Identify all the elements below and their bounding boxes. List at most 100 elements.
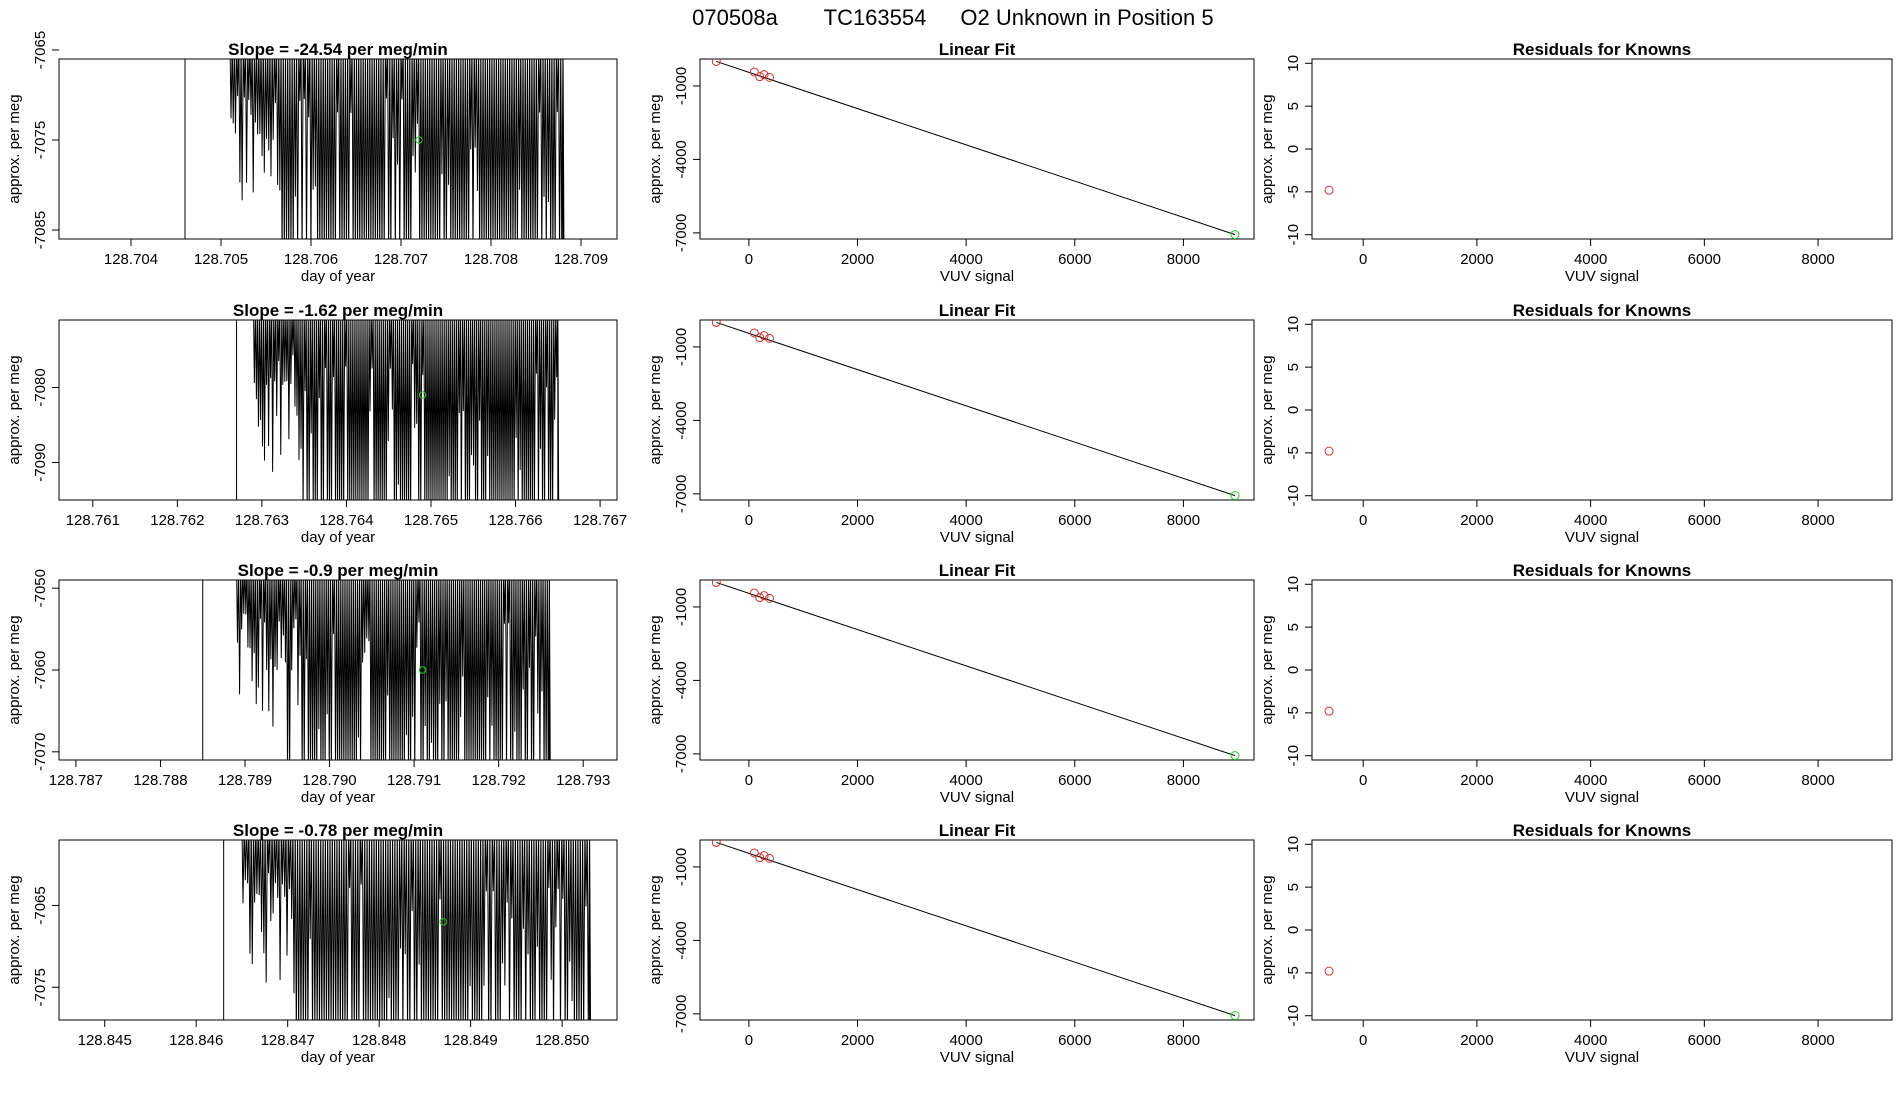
chart-panel-1: Slope = -24.54 per meg/min 128.704 128.705… xyxy=(6,31,618,285)
measurement-trace xyxy=(202,580,551,760)
y-tick-label: -1000 xyxy=(673,588,690,626)
y-axis-label: approx. per meg xyxy=(647,355,664,464)
x-tick-label: 6000 xyxy=(1688,1032,1721,1049)
x-tick-label: 4000 xyxy=(1574,512,1607,529)
unknown-average-point xyxy=(415,136,423,144)
measurement-trace xyxy=(236,320,560,500)
x-tick-label: 0 xyxy=(1359,251,1367,268)
known-point xyxy=(749,848,759,858)
chart-title: Residuals for Knowns xyxy=(1513,301,1692,320)
x-axis-label: day of year xyxy=(301,268,375,285)
y-tick-label: -4000 xyxy=(673,661,690,699)
fit-line xyxy=(716,321,1236,497)
plot-area xyxy=(1324,185,1334,195)
y-tick-label: -4000 xyxy=(673,140,690,178)
known-point xyxy=(711,840,721,847)
known-point xyxy=(755,72,765,82)
chart-panel-5: Linear Fit 0 2000 4000 6000 8000 VUV signal -10… xyxy=(647,301,1255,546)
y-tick-label: -1000 xyxy=(673,848,690,886)
plot-area xyxy=(711,580,1240,760)
x-tick-label: 8000 xyxy=(1167,772,1200,789)
x-tick-label: 2000 xyxy=(1460,251,1493,268)
known-point xyxy=(759,851,769,861)
y-tick-label: 10 xyxy=(1285,576,1302,593)
known-point xyxy=(1324,966,1334,976)
y-tick-label: -7080 xyxy=(32,368,49,406)
y-tick-label: 10 xyxy=(1285,55,1302,72)
y-tick-label: 0 xyxy=(1285,406,1302,414)
chart-title: Linear Fit xyxy=(939,301,1016,320)
x-tick-label: 6000 xyxy=(1688,512,1721,529)
known-point xyxy=(755,593,765,603)
x-tick-label: 128.848 xyxy=(352,1032,406,1049)
chart-panel-8: Linear Fit 0 2000 4000 6000 8000 VUV signal -10… xyxy=(647,561,1255,806)
x-tick-label: 0 xyxy=(1359,1032,1367,1049)
unknown-point xyxy=(1230,491,1240,500)
x-tick-label: 128.849 xyxy=(444,1032,498,1049)
y-tick-label: -7075 xyxy=(32,968,49,1006)
x-tick-label: 128.846 xyxy=(169,1032,223,1049)
plot-frame xyxy=(1311,579,1893,761)
x-tick-label: 4000 xyxy=(949,251,982,268)
plot-area xyxy=(1324,446,1334,456)
x-tick-label: 4000 xyxy=(1574,1032,1607,1049)
y-tick-label: -5 xyxy=(1285,185,1302,198)
x-tick-label: 128.791 xyxy=(387,772,441,789)
y-tick-label: 5 xyxy=(1285,102,1302,110)
chart-title: Slope = -0.78 per meg/min xyxy=(233,821,443,840)
unknown-point xyxy=(1230,751,1240,760)
plot-area xyxy=(711,840,1240,1020)
y-axis-label: approx. per meg xyxy=(647,94,664,203)
chart-title: Slope = -24.54 per meg/min xyxy=(228,40,448,59)
x-tick-label: 2000 xyxy=(1460,512,1493,529)
x-tick-label: 8000 xyxy=(1801,1032,1834,1049)
chart-panel-2: Linear Fit 0 2000 4000 6000 8000 VUV signal -10… xyxy=(647,40,1255,285)
plot-frame xyxy=(1311,839,1893,1021)
x-axis-label: VUV signal xyxy=(1565,789,1639,806)
plot-frame xyxy=(1311,319,1893,501)
measurement-trace xyxy=(223,840,592,1020)
x-tick-label: 128.765 xyxy=(404,512,458,529)
fit-line xyxy=(716,581,1236,757)
x-tick-label: 128.850 xyxy=(535,1032,589,1049)
plot-area xyxy=(202,580,551,760)
y-axis-label: approx. per meg xyxy=(1259,615,1276,724)
y-tick-label: -5 xyxy=(1285,966,1302,979)
x-axis-label: day of year xyxy=(301,1049,375,1066)
header-tank-id: TC163554 xyxy=(824,5,927,30)
x-tick-label: 128.766 xyxy=(488,512,542,529)
x-axis-label: VUV signal xyxy=(1565,1049,1639,1066)
y-tick-label: -7050 xyxy=(32,569,49,607)
x-tick-label: 2000 xyxy=(1460,1032,1493,1049)
measurement-trace xyxy=(184,59,565,239)
y-axis-label: approx. per meg xyxy=(6,615,23,724)
plot-area xyxy=(1324,966,1334,976)
x-tick-label: 128.706 xyxy=(284,251,338,268)
known-point xyxy=(765,853,775,863)
y-tick-label: -7000 xyxy=(673,475,690,513)
chart-panel-3: Residuals for Knowns 0 2000 4000 6000 8000 VUV… xyxy=(1259,40,1893,285)
chart-title: Slope = -1.62 per meg/min xyxy=(233,301,443,320)
x-tick-label: 0 xyxy=(1359,772,1367,789)
chart-title: Slope = -0.9 per meg/min xyxy=(238,561,439,580)
known-point xyxy=(1324,185,1334,195)
x-tick-label: 128.704 xyxy=(104,251,158,268)
x-axis-label: VUV signal xyxy=(940,268,1014,285)
y-tick-label: -5 xyxy=(1285,446,1302,459)
chart-panel-7: Slope = -0.9 per meg/min 128.787 128.788 12… xyxy=(6,561,618,806)
y-tick-label: -7000 xyxy=(673,735,690,773)
y-tick-label: -1000 xyxy=(673,328,690,366)
known-point xyxy=(711,59,721,66)
x-tick-label: 128.847 xyxy=(261,1032,315,1049)
chart-panel-4: Slope = -1.62 per meg/min 128.761 128.762 1… xyxy=(6,301,627,546)
plot-area xyxy=(236,320,560,500)
y-axis-label: approx. per meg xyxy=(6,94,23,203)
y-tick-label: -7000 xyxy=(673,995,690,1033)
x-axis-label: VUV signal xyxy=(1565,268,1639,285)
y-tick-label: -5 xyxy=(1285,706,1302,719)
y-tick-label: -10 xyxy=(1285,1005,1302,1027)
fit-line xyxy=(716,841,1236,1017)
x-tick-label: 8000 xyxy=(1167,1032,1200,1049)
x-tick-label: 0 xyxy=(745,512,753,529)
